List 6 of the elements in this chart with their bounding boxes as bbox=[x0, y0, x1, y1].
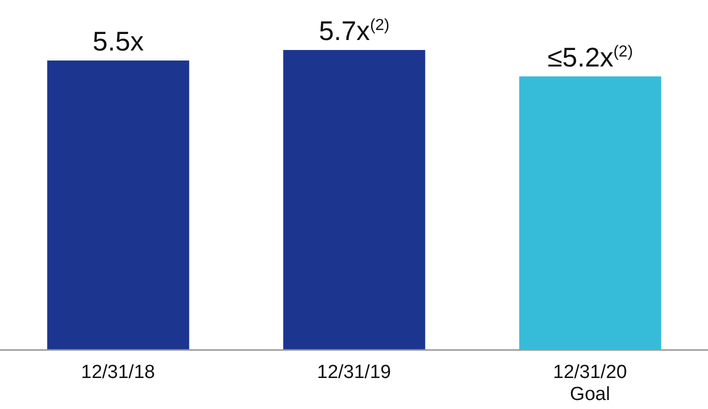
data-label: ≤5.2x$^{(2)}$ bbox=[547, 42, 633, 72]
x-tick-label: 12/31/19 bbox=[317, 362, 391, 383]
x-tick-label: 12/31/18 bbox=[81, 362, 155, 383]
x-tick-label: 12/31/20 Goal bbox=[553, 362, 627, 405]
data-label: 5.5x bbox=[92, 26, 144, 57]
data-label: 5.7x$^{(2)}$ bbox=[318, 16, 390, 46]
